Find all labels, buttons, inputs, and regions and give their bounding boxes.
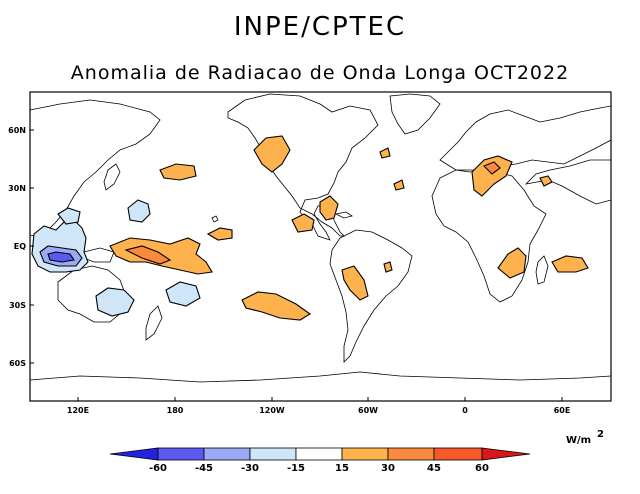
colorbar-arrow-low <box>109 447 159 461</box>
coast-south-america <box>329 229 413 363</box>
lon-tick-label: 60W <box>358 406 378 415</box>
lat-tick-label: 60S <box>9 359 26 368</box>
colorbar-cell <box>387 447 435 461</box>
lat-axis: 60N 30N EQ 30S 60S <box>8 126 34 368</box>
anomaly-central-pacific-core <box>124 245 172 265</box>
anomaly-small-west <box>57 207 81 225</box>
units-label: W/m <box>566 435 591 446</box>
coast-madagascar <box>535 255 549 285</box>
colorbar-label: -60 <box>149 463 167 474</box>
coast-asia <box>524 159 611 205</box>
lon-tick-label: 60E <box>554 406 571 415</box>
lat-tick-label: 30N <box>8 184 26 193</box>
colorbar-label: -15 <box>287 463 305 474</box>
coast-hawaii <box>211 215 219 223</box>
anomaly-ne-australia <box>95 287 135 317</box>
colorbar-cell <box>433 447 483 461</box>
lon-tick-label: 180 <box>167 406 184 415</box>
anomaly-atlantic-small2 <box>393 179 405 191</box>
coast-greenland <box>389 93 441 135</box>
lat-tick-label: 60N <box>8 126 26 135</box>
colorbar-label: 45 <box>427 463 441 474</box>
lon-axis: 120E 180 120W 60W 0 60E <box>67 397 570 415</box>
anomaly-caribbean <box>319 195 339 221</box>
anomaly-sw-pacific-top <box>127 199 151 223</box>
lon-tick-label: 120E <box>67 406 89 415</box>
colorbar-label: 30 <box>381 463 395 474</box>
anomaly-southwest-indian <box>551 255 589 273</box>
lat-tick-label: EQ <box>14 242 26 251</box>
coast-new-zealand <box>145 305 163 341</box>
colorbar-cell <box>203 447 251 461</box>
coast-japan <box>103 163 121 191</box>
anomaly-brazil-small <box>383 261 393 273</box>
lat-tick-label: 30S <box>9 301 26 310</box>
colorbar-arrow-high <box>481 447 531 461</box>
colorbar-cell <box>341 447 389 461</box>
anomaly-sw-pacific-bottom <box>165 281 201 307</box>
colorbar-cell <box>295 447 343 461</box>
colorbar-label: -45 <box>195 463 213 474</box>
anomaly-arabia-small <box>539 175 553 187</box>
anomaly-southern-brazil <box>341 265 369 301</box>
anomaly-east-pacific <box>206 227 233 241</box>
lon-tick-label: 120W <box>259 406 285 415</box>
colorbar: -60 -45 -30 -15 15 30 45 60 <box>109 447 531 474</box>
anomaly-central-america <box>291 213 315 233</box>
colorbar-label: 60 <box>475 463 489 474</box>
colorbar-label: 15 <box>335 463 349 474</box>
anomaly-south-pacific-band <box>241 291 312 321</box>
colorbar-cell <box>249 447 297 461</box>
anomaly-southeast-africa <box>497 247 527 279</box>
anomaly-atlantic-small <box>379 147 391 159</box>
anomaly-maritime-core <box>47 251 75 263</box>
anomaly-shading <box>31 135 589 321</box>
coast-antarctica <box>30 371 611 383</box>
coast-north-america <box>227 93 379 241</box>
coast-caribbean <box>334 211 353 219</box>
units-exponent: 2 <box>597 429 604 440</box>
institution-title: INPE/CPTEC <box>233 12 407 42</box>
anomaly-north-pacific <box>159 163 197 181</box>
anomaly-mediterranean-core <box>483 161 501 175</box>
colorbar-cell <box>157 447 205 461</box>
map-title: Anomalia de Radiacao de Onda Longa OCT20… <box>70 62 570 84</box>
lon-tick-label: 0 <box>462 406 468 415</box>
anomaly-western-north-america <box>253 135 291 173</box>
colorbar-label: -30 <box>241 463 259 474</box>
anomaly-mediterranean <box>471 155 513 197</box>
